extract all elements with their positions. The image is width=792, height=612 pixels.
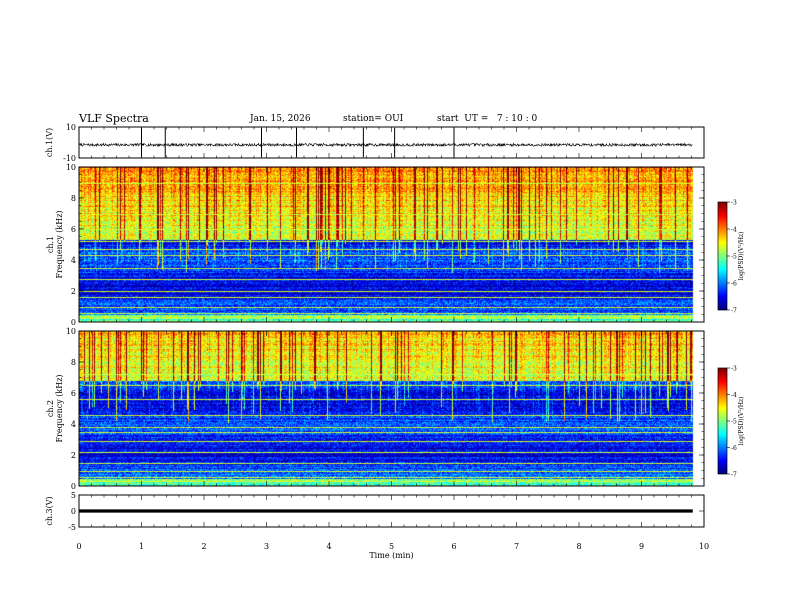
y-tick-label: 4 — [71, 420, 76, 429]
y-tick-label: 0 — [71, 318, 76, 327]
station-label: station= OUI — [343, 114, 404, 124]
colorbar-tick-label: -6 — [731, 445, 737, 452]
colorbar-tick-label: -5 — [731, 254, 737, 261]
date-label: Jan. 15, 2026 — [250, 114, 311, 124]
x-axis-label: Time (min) — [369, 551, 413, 560]
ch2-spectrogram-colorbar — [718, 368, 727, 474]
x-tick-label: 2 — [201, 542, 206, 551]
ch1-spectrogram-colorbar — [718, 202, 727, 310]
x-tick-label: 10 — [699, 542, 709, 551]
chart-title: VLF Spectra — [79, 112, 149, 125]
y-tick-label: 10 — [66, 327, 76, 336]
x-tick-label: 3 — [264, 542, 269, 551]
ch1-spectrogram-ylabel: ch.1 — [46, 236, 55, 253]
y-tick-label: -10 — [63, 154, 76, 163]
y-tick-label: 10 — [66, 163, 76, 172]
y-tick-label: 2 — [71, 287, 76, 296]
ch2-spectrogram-image — [79, 331, 704, 486]
ch1-waveform-trace — [78, 142, 693, 148]
x-tick-label: 0 — [76, 542, 81, 551]
y-tick-label: 0 — [71, 482, 76, 491]
y-tick-label: 4 — [71, 256, 76, 265]
ch1-spectrogram-ylabel: Frequency (kHz) — [55, 210, 64, 278]
y-tick-label: 8 — [71, 194, 76, 203]
x-tick-label: 5 — [389, 542, 394, 551]
start-time-label: start UT = 7 : 10 : 0 — [437, 114, 538, 124]
y-tick-label: 2 — [71, 451, 76, 460]
colorbar-tick-label: -3 — [731, 200, 737, 207]
colorbar-tick-label: -7 — [731, 308, 737, 315]
colorbar-tick-label: -3 — [731, 366, 737, 373]
ch2-spectrogram-ylabel: ch.2 — [46, 400, 55, 417]
ch1-spectrogram-image — [79, 167, 704, 322]
y-tick-label: 10 — [66, 123, 76, 132]
ch2-spectrogram-ylabel: Frequency (kHz) — [55, 374, 64, 442]
ch3-waveform-ylabel: ch.3(V) — [45, 496, 54, 525]
colorbar-label: log(PSD)(V²/Hz) — [738, 232, 745, 281]
colorbar-tick-label: -4 — [731, 392, 737, 399]
colorbar-tick-label: -7 — [731, 472, 737, 479]
y-tick-label: 6 — [71, 389, 76, 398]
y-tick-label: -5 — [68, 523, 76, 532]
y-tick-label: 6 — [71, 225, 76, 234]
x-tick-label: 9 — [639, 542, 644, 551]
colorbar-tick-label: -5 — [731, 419, 737, 426]
ch1-waveform-ylabel: ch.1(V) — [45, 128, 54, 157]
x-tick-label: 4 — [326, 542, 331, 551]
x-tick-label: 7 — [514, 542, 519, 551]
y-tick-label: 8 — [71, 358, 76, 367]
y-tick-label: 0 — [71, 507, 76, 516]
y-tick-label: 5 — [71, 491, 76, 500]
x-tick-label: 1 — [139, 542, 144, 551]
x-tick-label: 8 — [576, 542, 581, 551]
colorbar-tick-label: -4 — [731, 227, 737, 234]
colorbar-tick-label: -6 — [731, 281, 737, 288]
x-tick-label: 6 — [451, 542, 456, 551]
colorbar-label: log(PSD)(V²/Hz) — [738, 397, 745, 446]
